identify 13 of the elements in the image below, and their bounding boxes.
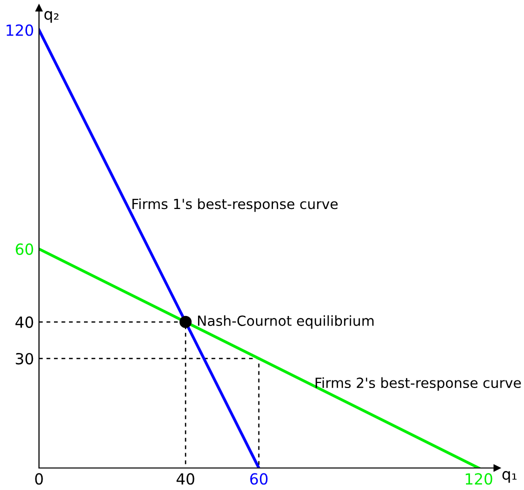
x-axis-title: q₁ <box>502 471 517 483</box>
y-axis-title: q₂ <box>44 11 58 23</box>
annotation: Firms 2's best-response curve <box>316 377 521 391</box>
annotation: Firms 1's best-response curve <box>132 198 338 212</box>
x-tick-label: 60 <box>250 473 268 485</box>
x-tick-label: 120 <box>466 473 492 485</box>
y-tick-label: 120 <box>6 24 34 36</box>
x-tick-label: 0 <box>35 473 43 485</box>
y-tick-label: 30 <box>16 352 34 364</box>
annotation: Nash-Cournot equilibrium <box>198 315 374 329</box>
y-tick-label: 40 <box>15 316 34 328</box>
x-tick-label: 40 <box>176 473 194 485</box>
y-tick-label: 60 <box>16 243 34 255</box>
